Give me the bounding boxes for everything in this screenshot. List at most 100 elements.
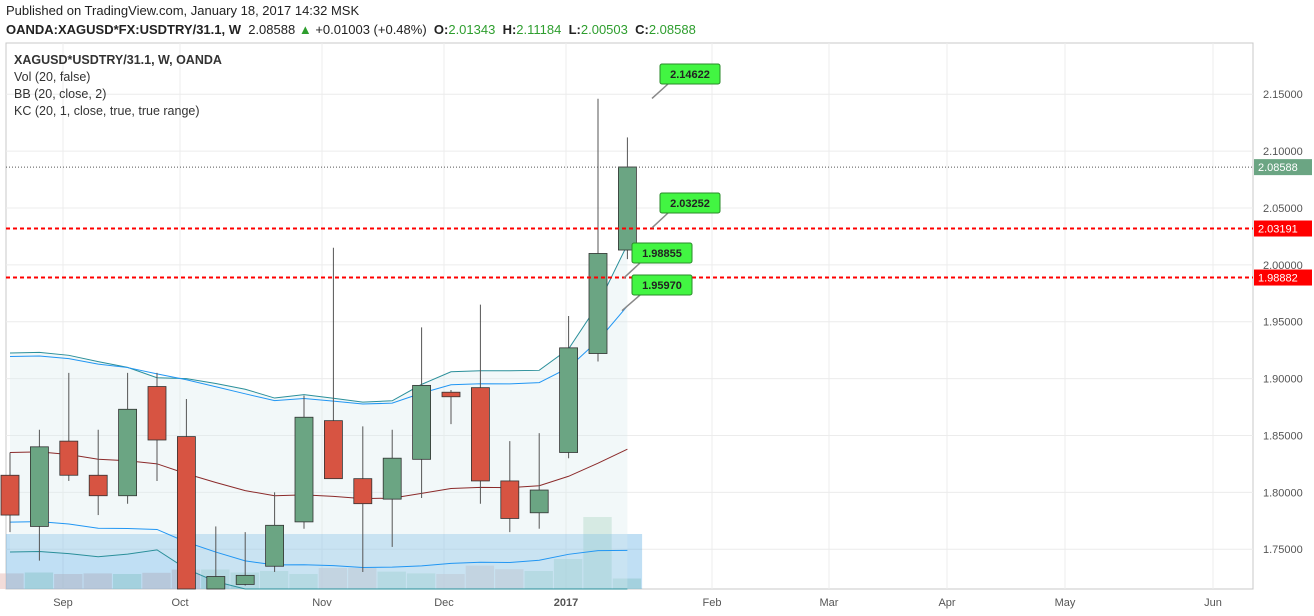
hline-price-tag — [1254, 220, 1312, 237]
volume-bar — [436, 574, 465, 589]
volume-bar — [377, 571, 406, 589]
x-tick-label: Jun — [1204, 597, 1222, 609]
candle-body — [382, 457, 402, 500]
high-label: H: — [502, 22, 517, 37]
candle-body — [618, 166, 637, 251]
y-tick-label: 2.15000 — [1263, 89, 1303, 101]
y-tick-label: 1.85000 — [1263, 430, 1303, 442]
current-price-label: 2.08588 — [1258, 162, 1298, 174]
candle-body — [353, 478, 373, 505]
volume-bar — [612, 578, 642, 589]
candle-body — [441, 391, 461, 398]
volume-bar — [553, 559, 583, 589]
volume-bar — [230, 572, 259, 589]
x-tick-label: 2017 — [554, 597, 578, 609]
candle-body — [88, 474, 108, 497]
close-value: 2.08588 — [648, 22, 696, 37]
candle-body — [0, 474, 20, 516]
candle-body — [118, 408, 137, 497]
volume-bar — [465, 565, 495, 589]
callout-box — [659, 192, 721, 214]
y-tick-label: 2.00000 — [1263, 260, 1303, 272]
candle-body — [235, 574, 255, 585]
hline-price-label: 2.03191 — [1258, 224, 1298, 236]
symbol-bar: OANDA:XAGUSD*FX:USDTRY/31.1, W 2.08588 ▲… — [6, 22, 696, 37]
candle-body — [59, 440, 79, 476]
price-change: +0.01003 (+0.48%) — [315, 22, 427, 37]
callout-label: 1.95970 — [642, 280, 682, 292]
callout-pointer — [621, 294, 641, 312]
volume-bar — [83, 573, 112, 589]
candles — [0, 98, 637, 590]
ma-line — [9, 448, 628, 500]
candle-body — [412, 384, 432, 460]
x-tick-label: Apr — [938, 597, 955, 609]
callout-box — [631, 242, 693, 264]
callout-box — [631, 274, 693, 296]
legend-vol: Vol (20, false) — [14, 70, 91, 84]
x-tick-label: Mar — [820, 597, 839, 609]
published-note: Published on TradingView.com, January 18… — [6, 3, 360, 18]
low-label: L: — [568, 22, 581, 37]
open-label: O: — [433, 22, 449, 37]
bb-fill — [10, 244, 628, 589]
y-tick-label: 1.90000 — [1263, 374, 1303, 386]
candle-body — [265, 524, 285, 567]
x-tick-label: Nov — [312, 597, 332, 609]
bb-upper — [9, 244, 628, 403]
hline-price-tag — [1254, 269, 1312, 286]
candle-body — [588, 253, 608, 354]
symbol-name: OANDA:XAGUSD*FX:USDTRY/31.1, W — [6, 22, 241, 37]
y-tick-label: 2.05000 — [1263, 203, 1303, 215]
candle-body — [29, 446, 49, 527]
callout-box — [659, 63, 721, 85]
x-tick-label: Oct — [171, 597, 188, 609]
callout-pointer — [623, 262, 641, 279]
kc-lower — [9, 521, 628, 568]
current-price-tag — [1254, 159, 1312, 176]
candle-body — [559, 347, 578, 453]
volume-bar — [201, 569, 230, 589]
volume-bars — [0, 517, 643, 589]
volume-bar — [171, 569, 201, 589]
callout-label: 1.98855 — [642, 248, 682, 260]
volume-bar — [406, 573, 436, 589]
indicator-bands — [9, 244, 628, 590]
volume-bar — [524, 571, 553, 589]
last-price: 2.08588 — [248, 22, 296, 37]
x-tick-label: Dec — [434, 597, 454, 609]
x-tick-label: Sep — [53, 597, 73, 609]
callout-pointer — [651, 212, 669, 229]
hline-price-label: 1.98882 — [1258, 273, 1298, 285]
candle-body — [500, 480, 520, 519]
volume-bar — [289, 574, 318, 589]
x-tick-label: May — [1055, 597, 1076, 609]
volume-bar — [259, 571, 289, 589]
volume-bar — [142, 572, 171, 589]
legend-title: XAGUSD*USDTRY/31.1, W, OANDA — [14, 53, 222, 67]
indicator-legend: XAGUSD*USDTRY/31.1, W, OANDA Vol (20, fa… — [14, 52, 222, 120]
candle-body — [206, 576, 226, 590]
low-value: 2.00503 — [580, 22, 628, 37]
candle-body — [294, 416, 314, 523]
candle-body — [323, 420, 343, 480]
legend-bb: BB (20, close, 2) — [14, 87, 107, 101]
volume-bar — [54, 574, 83, 589]
volume-bar — [348, 568, 377, 589]
volume-bar — [0, 573, 24, 589]
grid — [5, 42, 1254, 590]
y-tick-label: 1.80000 — [1263, 487, 1303, 499]
close-label: C: — [635, 22, 649, 37]
plot-frame — [5, 42, 1254, 590]
volume-bar — [583, 517, 612, 589]
candle-body — [529, 489, 549, 514]
callout-pointer — [651, 83, 669, 100]
callout-label: 2.14622 — [670, 69, 710, 81]
x-tick-label: Feb — [703, 597, 722, 609]
kc-upper — [9, 305, 628, 405]
volume-bar — [318, 568, 348, 589]
y-tick-label: 1.95000 — [1263, 317, 1303, 329]
y-tick-label: 2.10000 — [1263, 146, 1303, 158]
volume-bar — [495, 569, 524, 589]
candle-body — [176, 436, 196, 590]
